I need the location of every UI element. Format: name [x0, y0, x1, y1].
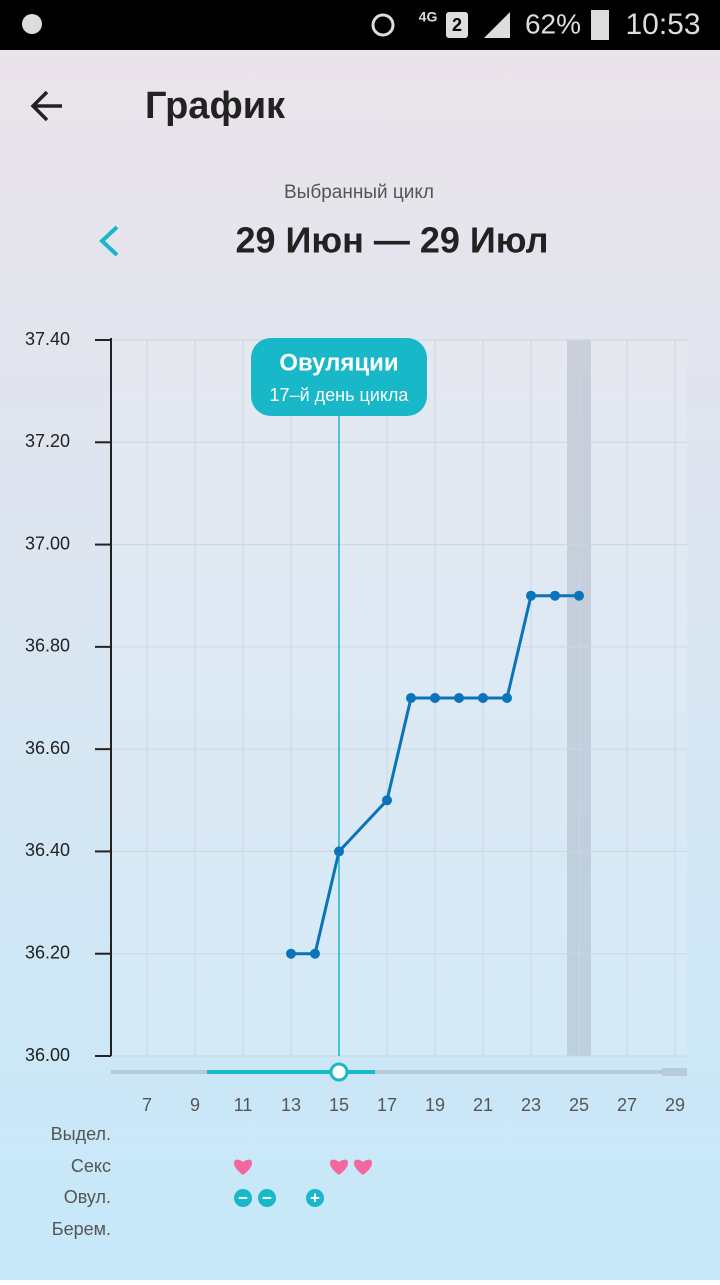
y-tick-label: 36.80 [25, 636, 70, 656]
temperature-point [310, 948, 320, 959]
x-tick-label: 23 [521, 1095, 541, 1115]
temperature-point [454, 693, 464, 703]
x-tick-label: 29 [665, 1095, 685, 1115]
temperature-point [502, 693, 512, 703]
ovulation-symbol: − [262, 1188, 272, 1207]
page-title: График [145, 85, 286, 127]
sex-marker [353, 1159, 373, 1175]
x-tick-label: 21 [473, 1095, 493, 1115]
temperature-point [526, 590, 536, 601]
sim: 2 [452, 15, 462, 35]
prev-cycle[interactable] [99, 225, 119, 257]
y-tick-label: 36.20 [25, 942, 70, 962]
temperature-point [550, 590, 560, 601]
temperature-point [574, 590, 584, 601]
annotation-subtitle: 17–й день цикла [270, 385, 410, 405]
back-button[interactable] [30, 90, 62, 122]
x-tick-label: 13 [281, 1095, 301, 1115]
y-tick-label: 36.60 [25, 738, 70, 758]
temperature-point [430, 693, 440, 703]
cycle-label: Выбранный цикл [284, 182, 434, 203]
x-tick-label: 9 [190, 1095, 200, 1115]
temperature-point [334, 846, 344, 857]
x-tick-label: 17 [377, 1095, 397, 1115]
x-tick-label: 19 [425, 1095, 445, 1115]
ovulation-test [234, 1189, 252, 1207]
x-tick-label: 7 [142, 1095, 152, 1115]
y-tick-label: 37.00 [25, 533, 70, 553]
time: 10:53 [625, 8, 700, 41]
slider-knob[interactable] [329, 1062, 349, 1082]
signal-icon [484, 12, 510, 38]
ovulation-test [258, 1189, 276, 1207]
temperature-point [286, 948, 296, 959]
row-label: Выдел. [51, 1124, 111, 1144]
sex-marker [233, 1159, 253, 1175]
ovulation-test [306, 1189, 324, 1207]
ovulation-symbol: − [238, 1188, 248, 1207]
alarm-icon [371, 13, 395, 37]
sim-icon [446, 12, 468, 38]
y-tick-label: 36.40 [25, 840, 70, 860]
temperature-point [406, 693, 416, 703]
temperature-point [382, 795, 392, 806]
x-tick-label: 25 [569, 1095, 589, 1115]
chart: 7 9 11 13 15 17 19 21 23 25 27 29 36.00 36.20 36.40 36.… [25, 329, 687, 1239]
battery-icon [591, 10, 609, 40]
x-tick-label: 11 [234, 1095, 253, 1115]
y-tick-label: 37.20 [25, 431, 70, 451]
status-bar [0, 0, 720, 50]
x-tick-label: 15 [329, 1095, 349, 1115]
y-tick-label: 37.40 [25, 329, 70, 349]
battery: 62% [525, 8, 581, 39]
plot-area [111, 340, 687, 1056]
cycle-range: 29 Июн — 29 Июл [235, 220, 548, 261]
network: 4G [419, 9, 438, 25]
ovulation-symbol: + [310, 1188, 320, 1207]
x-tick-label: 27 [617, 1095, 637, 1115]
annotation-bubble [251, 338, 427, 416]
row-label: Секс [71, 1156, 111, 1176]
notification-icon [22, 14, 42, 34]
annotation-title: Овуляции [279, 349, 398, 376]
temperature-point [478, 693, 488, 703]
y-tick-label: 36.00 [25, 1045, 70, 1065]
row-label: Берем. [52, 1219, 111, 1239]
sex-marker [329, 1159, 349, 1175]
slider-end [662, 1068, 687, 1076]
row-label: Овул. [64, 1187, 111, 1207]
